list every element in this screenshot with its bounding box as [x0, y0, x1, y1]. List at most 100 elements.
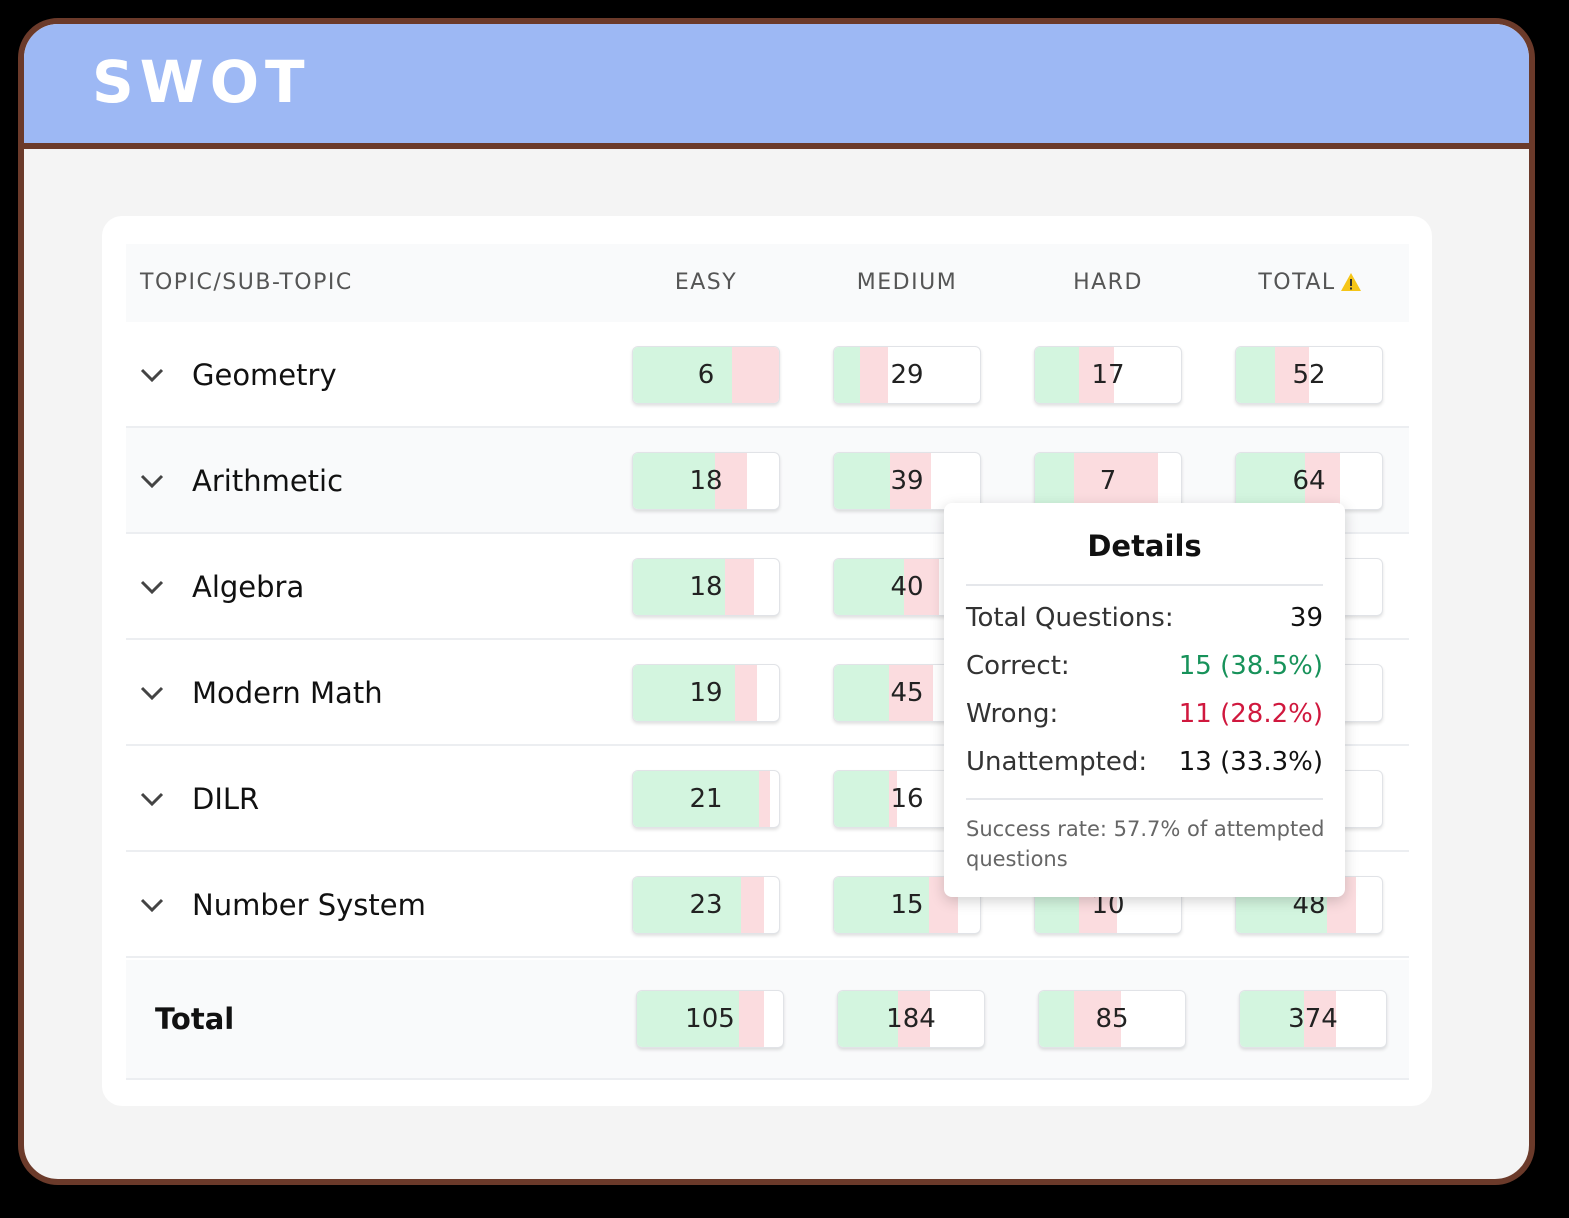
score-cell: 18 — [632, 558, 780, 616]
divider — [966, 798, 1323, 800]
column-header: TOTAL — [1258, 270, 1336, 295]
correct-bar — [633, 771, 759, 827]
cell-value: 18 — [689, 466, 723, 496]
correct-bar — [834, 347, 861, 403]
wrong-bar — [1074, 453, 1158, 509]
cell-value: 7 — [1099, 466, 1117, 496]
correct-bar — [1236, 347, 1276, 403]
correct-bar — [1035, 453, 1075, 509]
cell-value: 45 — [890, 678, 924, 708]
score-cell: 374 — [1239, 990, 1387, 1048]
expand-chevron[interactable] — [140, 580, 164, 594]
wrong-bar — [890, 453, 932, 509]
wrong-bar — [735, 665, 758, 721]
cell-value: 105 — [685, 1004, 735, 1034]
expand-chevron[interactable] — [140, 792, 164, 806]
score-cell: 64 — [1235, 452, 1383, 510]
score-cell: 19 — [632, 664, 780, 722]
wrong-bar — [724, 559, 755, 615]
expand-chevron[interactable] — [140, 368, 164, 382]
correct-bar — [1039, 991, 1075, 1047]
wrong-bar — [714, 453, 747, 509]
score-cell: 23 — [632, 876, 780, 934]
header-title: SWOT — [92, 48, 311, 116]
correct-bar — [834, 559, 905, 615]
cell-value: 52 — [1292, 360, 1326, 390]
score-cell: 29 — [833, 346, 981, 404]
cell-value: 15 — [890, 890, 924, 920]
cell-value: 17 — [1091, 360, 1125, 390]
score-cell: 184 — [837, 990, 985, 1048]
wrong-bar — [1074, 991, 1121, 1047]
topic-name: DILR — [192, 782, 260, 816]
score-cell: 18 — [632, 452, 780, 510]
topic-name: Geometry — [192, 358, 337, 392]
wrong-bar — [732, 347, 779, 403]
wrong-bar — [758, 771, 771, 827]
wrong-bar — [889, 771, 897, 827]
topic-name: Modern Math — [192, 676, 383, 710]
cell-value: 184 — [886, 1004, 936, 1034]
correct-bar — [838, 991, 898, 1047]
correct-bar — [633, 877, 742, 933]
correct-bar — [637, 991, 740, 1047]
expand-chevron[interactable] — [140, 898, 164, 912]
wrong-bar — [889, 665, 934, 721]
wrong-bar — [1275, 347, 1309, 403]
column-header: EASY — [674, 270, 738, 295]
score-cell: 7 — [1034, 452, 1182, 510]
expand-chevron[interactable] — [140, 474, 164, 488]
total-label: Total — [155, 1002, 235, 1036]
detail-label: Correct: — [966, 651, 1070, 681]
cell-value: 23 — [689, 890, 723, 920]
topic-name: Algebra — [192, 570, 305, 604]
correct-bar — [1240, 991, 1305, 1047]
tooltip-title: Details — [1087, 529, 1202, 563]
score-cell: 85 — [1038, 990, 1186, 1048]
topic-name: Number System — [192, 888, 426, 922]
wrong-bar — [1304, 453, 1340, 509]
score-cell: 21 — [632, 770, 780, 828]
correct-bar — [633, 347, 733, 403]
wrong-bar — [897, 991, 930, 1047]
details-tooltip: Details Success rate: 57.7% of attempted… — [944, 503, 1345, 897]
correct-bar — [834, 771, 890, 827]
tooltip-note: Success rate: 57.7% of attempted questio… — [966, 817, 1325, 871]
wrong-bar — [860, 347, 888, 403]
detail-value: 39 — [1289, 603, 1323, 633]
wrong-bar — [1304, 991, 1337, 1047]
cell-value: 40 — [890, 572, 924, 602]
expand-chevron[interactable] — [140, 686, 164, 700]
cell-value: 374 — [1288, 1004, 1338, 1034]
cell-value: 18 — [689, 572, 723, 602]
correct-bar — [1236, 453, 1305, 509]
correct-bar — [633, 453, 715, 509]
score-cell: 15 — [833, 876, 981, 934]
correct-bar — [1035, 347, 1079, 403]
correct-bar — [834, 665, 890, 721]
cell-value: 39 — [890, 466, 924, 496]
cell-value: 29 — [890, 360, 924, 390]
column-header: MEDIUM — [856, 270, 958, 295]
score-cell: 6 — [632, 346, 780, 404]
wrong-bar — [741, 877, 765, 933]
wrong-bar — [1078, 347, 1114, 403]
cell-value: 16 — [890, 784, 924, 814]
detail-label: Unattempted: — [966, 747, 1148, 777]
warning-icon — [1341, 273, 1361, 291]
correct-bar — [834, 877, 929, 933]
detail-label: Total Questions: — [966, 603, 1174, 633]
detail-value: 11 (28.2%) — [1178, 699, 1323, 729]
score-cell: 45 — [833, 664, 981, 722]
score-cell: 39 — [833, 452, 981, 510]
column-header: TOPIC/SUB-TOPIC — [140, 270, 353, 295]
divider — [966, 584, 1323, 586]
table-header — [126, 244, 1409, 324]
score-cell: 17 — [1034, 346, 1182, 404]
cell-value: 6 — [697, 360, 715, 390]
header-bar: SWOT — [24, 24, 1529, 149]
detail-value: 15 (38.5%) — [1178, 651, 1323, 681]
column-header: HARD — [1073, 270, 1143, 295]
score-cell: 105 — [636, 990, 784, 1048]
